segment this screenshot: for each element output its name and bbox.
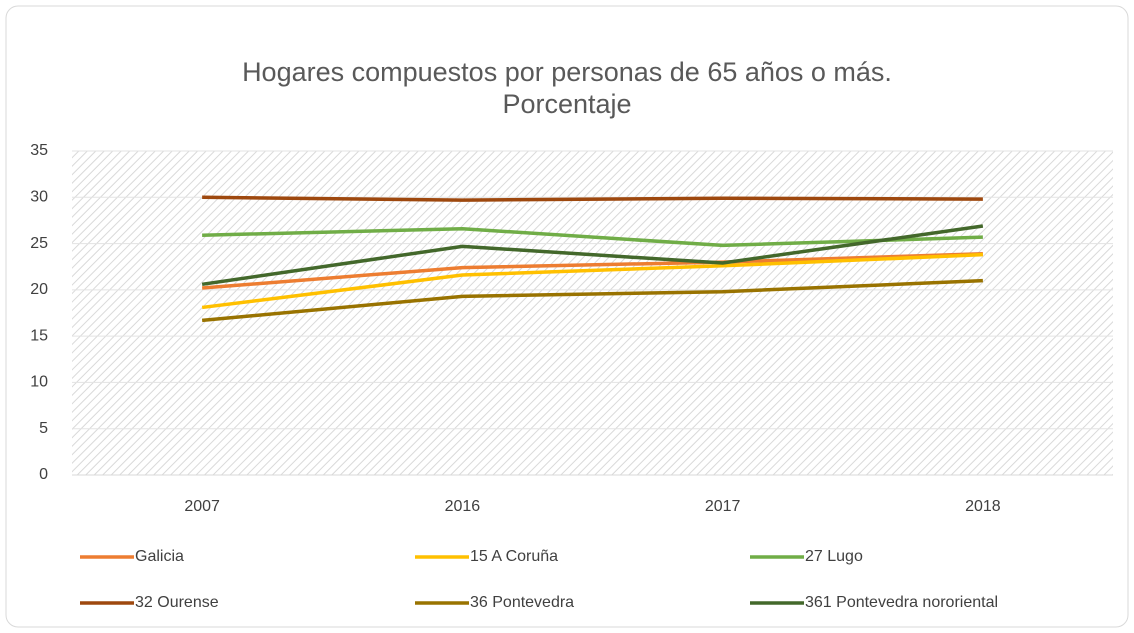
y-tick-label: 10 xyxy=(30,374,48,391)
legend-label: 361 Pontevedra nororiental xyxy=(805,594,998,611)
y-tick-label: 30 xyxy=(30,189,48,206)
legend-label: 27 Lugo xyxy=(805,548,863,565)
y-tick-label: 35 xyxy=(30,142,48,159)
y-tick-label: 20 xyxy=(30,281,48,298)
x-tick-label: 2018 xyxy=(965,498,1001,515)
series-line xyxy=(202,195,983,202)
chart-title: Hogares compuestos por personas de 65 añ… xyxy=(242,57,892,119)
series-line xyxy=(201,252,983,310)
x-tick-label: 2007 xyxy=(184,498,220,515)
y-tick-label: 5 xyxy=(39,420,48,437)
x-tick-label: 2016 xyxy=(445,498,481,515)
plot-area xyxy=(72,151,1113,475)
series-line xyxy=(202,227,983,248)
y-tick-label: 15 xyxy=(30,327,48,344)
x-tick-label: 2017 xyxy=(705,498,741,515)
series-line xyxy=(201,252,983,290)
legend-label: 15 A Coruña xyxy=(470,548,558,565)
legend-label: 36 Pontevedra xyxy=(470,594,574,611)
legend-label: Galicia xyxy=(135,548,184,565)
y-tick-label: 0 xyxy=(39,466,48,483)
series-line xyxy=(201,224,984,287)
legend-label: 32 Ourense xyxy=(135,594,219,611)
series-line xyxy=(201,278,983,323)
y-tick-label: 25 xyxy=(30,235,48,252)
